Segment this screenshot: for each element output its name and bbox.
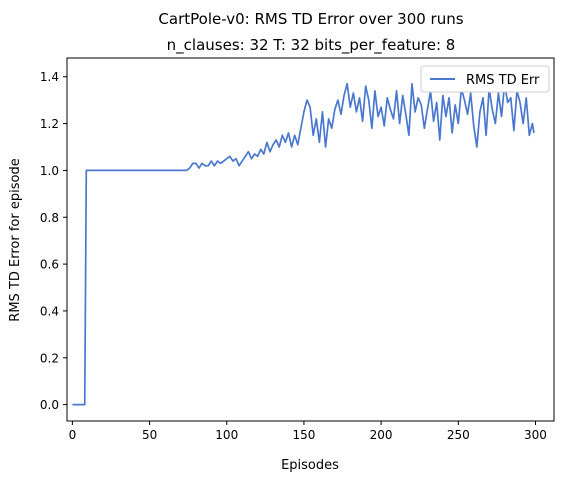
x-tick-label: 250: [447, 428, 470, 442]
x-tick-label: 150: [292, 428, 315, 442]
x-tick-label: 300: [524, 428, 547, 442]
y-tick-label: 1.0: [40, 164, 59, 178]
y-tick-label: 1.4: [40, 70, 59, 84]
y-tick-label: 1.2: [40, 117, 59, 131]
x-axis: 0 50 100 150 200 250 300: [69, 421, 547, 442]
y-tick-label: 0.0: [40, 398, 59, 412]
plot-lines: [72, 84, 534, 405]
x-tick-label: 0: [69, 428, 77, 442]
x-tick-label: 100: [215, 428, 238, 442]
y-tick-label: 0.8: [40, 211, 59, 225]
x-tick-label: 200: [370, 428, 393, 442]
y-tick-label: 0.6: [40, 258, 59, 272]
y-tick-label: 0.4: [40, 304, 59, 318]
legend: RMS TD Err: [421, 66, 549, 92]
chart-subtitle: n_clauses: 32 T: 32 bits_per_feature: 8: [167, 36, 456, 55]
y-axis: 0.0 0.2 0.4 0.6 0.8 1.0 1.2 1.4: [40, 70, 67, 412]
legend-label: RMS TD Err: [466, 73, 540, 88]
y-tick-label: 0.2: [40, 351, 59, 365]
y-axis-label: RMS TD Error for episode: [8, 158, 23, 321]
x-tick-label: 50: [142, 428, 157, 442]
x-axis-label: Episodes: [281, 458, 339, 473]
chart-title: CartPole-v0: RMS TD Error over 300 runs: [158, 10, 463, 28]
series-line: [72, 84, 534, 405]
